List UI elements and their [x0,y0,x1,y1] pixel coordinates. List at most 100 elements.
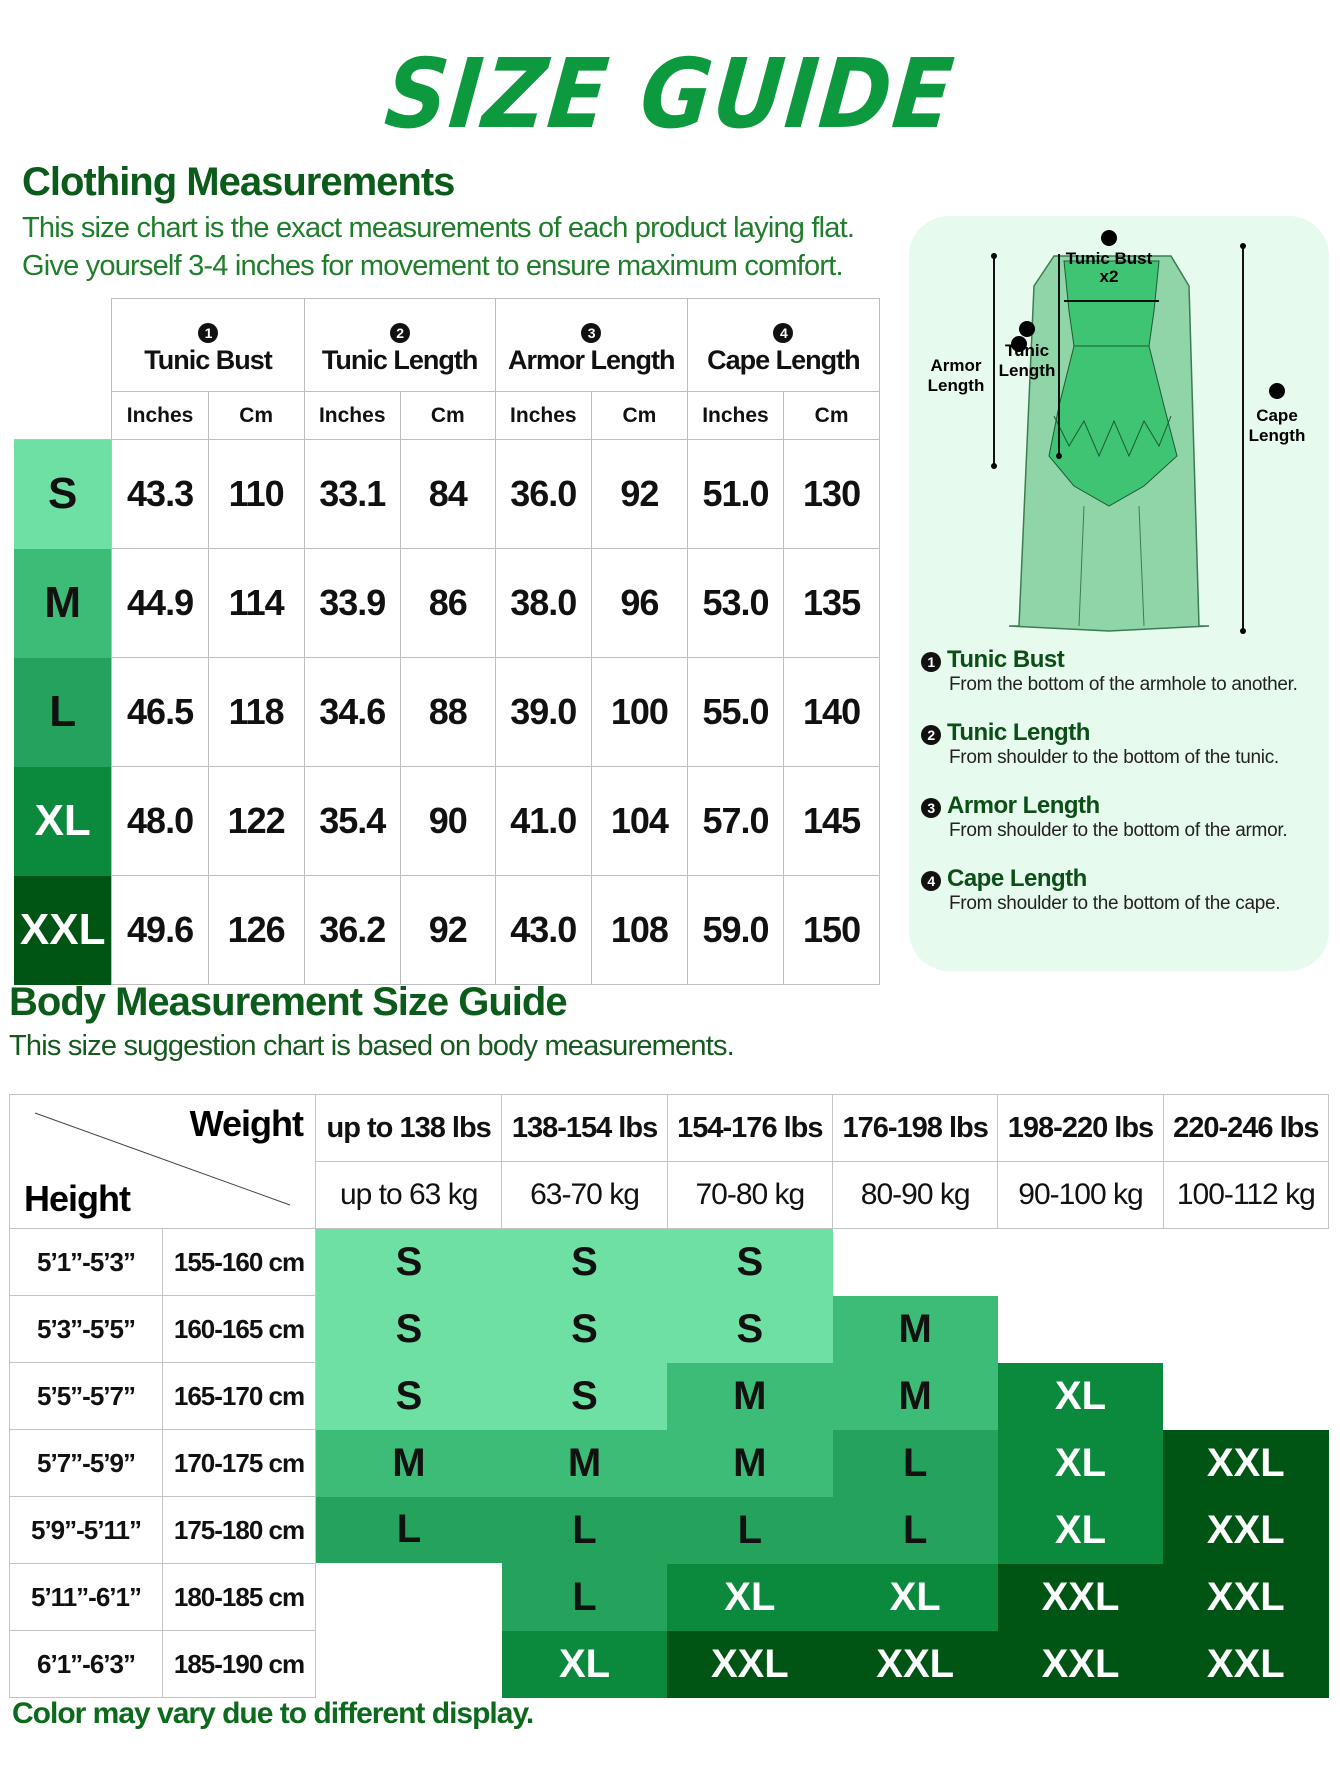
size-cell: XXL [1163,1496,1329,1564]
size-cell [1163,1228,1329,1296]
legend-item: 2 Tunic Length From shoulder to the bottom… [921,719,1279,769]
measurement-value: 100 [590,657,688,767]
size-cell: XL [501,1630,668,1698]
armor-length-number-icon: 3 [581,323,602,343]
measurement-value: 48.0 [111,766,209,876]
height-ft: 5’5”-5’7” [9,1362,163,1430]
diagram-label-armor: Armor [930,356,981,375]
unit-header: Cm [399,391,496,440]
measurement-value: 130 [783,439,880,549]
size-cell [997,1295,1164,1363]
weight-lbs-header: 176-198 lbs [831,1094,999,1162]
size-cell [997,1228,1164,1296]
unit-header: Cm [207,391,305,440]
measurement-value: 126 [207,875,305,985]
weight-lbs-row: Weight Height up to 138 lbs 138-154 lbs 154-… [9,1094,1330,1229]
number-icon: 4 [921,871,941,891]
height-cm: 175-180 cm [162,1496,316,1564]
height-cm: 180-185 cm [162,1563,316,1631]
diagram-label-cape: Cape [1256,406,1298,425]
size-cell: XXL [997,1630,1164,1698]
column-label: Tunic Bust [144,345,272,375]
size-label: S [14,439,112,549]
height-label: Height [24,1178,131,1219]
height-cm: 160-165 cm [162,1295,316,1363]
clothing-note-2: Give yourself 3-4 inches for movement to… [22,250,844,282]
diagram-panel: Tunic Bust x2 Tunic Length Armor Length … [909,216,1329,971]
measurement-value: 46.5 [111,657,209,767]
weight-label: Weight [189,1103,304,1144]
footer-note: Color may vary due to different display. [12,1697,534,1730]
measurement-value: 104 [590,766,688,876]
size-cell: XL [832,1563,998,1631]
size-cell [1163,1362,1329,1430]
weight-height-corner: Weight Height [9,1094,316,1229]
column-label: Tunic Length [321,345,478,375]
measurement-value: 59.0 [686,875,785,985]
legend-item: 4 Cape Length From shoulder to the bottom … [921,865,1281,915]
cape-length-number-icon: 4 [773,323,794,343]
size-label: XL [14,766,112,876]
unit-header: Inches [303,391,401,440]
weight-kg-header: up to 63 kg [314,1161,503,1229]
size-cell: M [315,1429,502,1497]
height-ft: 5’3”-5’5” [9,1295,163,1363]
header-row: 1 Tunic Bust 2 Tunic Length 3 Armor Length 4 Ca… [14,298,881,392]
measurement-value: 33.9 [303,548,401,658]
measurement-value: 145 [783,766,880,876]
height-cm: 185-190 cm [162,1630,316,1698]
height-cm: 165-170 cm [162,1362,316,1430]
number-icon: 2 [921,725,941,745]
unit-header: Cm [590,391,688,440]
legend-title-text: Tunic Bust [947,646,1065,673]
measurement-value: 135 [783,548,880,658]
column-label: Cape Length [707,345,861,375]
size-cell: S [501,1362,668,1430]
size-cell: XL [997,1496,1164,1564]
page-title: SIZE GUIDE [380,38,960,150]
body-heading: Body Measurement Size Guide [9,980,568,1024]
table-row: 5’9”-5’11” 175-180 cm L L L L XL XXL [9,1496,1329,1564]
height-cm: 170-175 cm [162,1429,316,1497]
diagram-label-cape-length: Length [1249,426,1306,445]
legend-description: From shoulder to the bottom of the cape. [949,893,1281,914]
diagonal-divider [34,1112,291,1206]
legend-description: From shoulder to the bottom of the armor… [949,820,1288,841]
size-cell: XXL [997,1563,1164,1631]
size-label: L [14,657,112,767]
size-cell: M [667,1362,833,1430]
weight-kg-header: 100-112 kg [1162,1161,1330,1229]
unit-row: Inches Cm Inches Cm Inches Cm Inches Cm [14,391,880,440]
size-label: M [14,548,112,658]
legend-title: 1 Tunic Bust [921,646,1298,674]
size-cell: L [832,1429,998,1497]
measurement-value: 55.0 [686,657,785,767]
legend-description: From the bottom of the armhole to anothe… [949,674,1298,695]
diagram-label-tunic: Tunic [1005,341,1049,360]
size-cell [832,1228,998,1296]
height-ft: 5’7”-5’9” [9,1429,163,1497]
column-header: 1 Tunic Bust [111,298,305,392]
height-ft: 5’9”-5’11” [9,1496,163,1564]
weight-lbs-header: up to 138 lbs [314,1094,503,1162]
corner-cell [14,391,112,440]
weight-lbs-header: 198-220 lbs [997,1094,1164,1162]
size-cell: S [501,1295,668,1363]
measurement-value: 86 [399,548,496,658]
measurement-value: 36.2 [303,875,401,985]
size-cell [315,1630,502,1698]
measurement-value: 51.0 [686,439,785,549]
height-cm: 155-160 cm [162,1228,316,1296]
measurement-value: 114 [207,548,305,658]
size-cell: M [832,1362,998,1430]
clothing-note-1: This size chart is the exact measurement… [22,212,855,244]
height-ft: 6’1”-6’3” [9,1630,163,1698]
legend-title-text: Cape Length [947,865,1087,892]
size-cell [315,1563,502,1631]
legend-description: From shoulder to the bottom of the tunic… [949,747,1279,768]
size-cell: M [832,1295,998,1363]
legend-title: 2 Tunic Length [921,719,1279,747]
measurement-value: 33.1 [303,439,401,549]
measurement-value: 44.9 [111,548,209,658]
